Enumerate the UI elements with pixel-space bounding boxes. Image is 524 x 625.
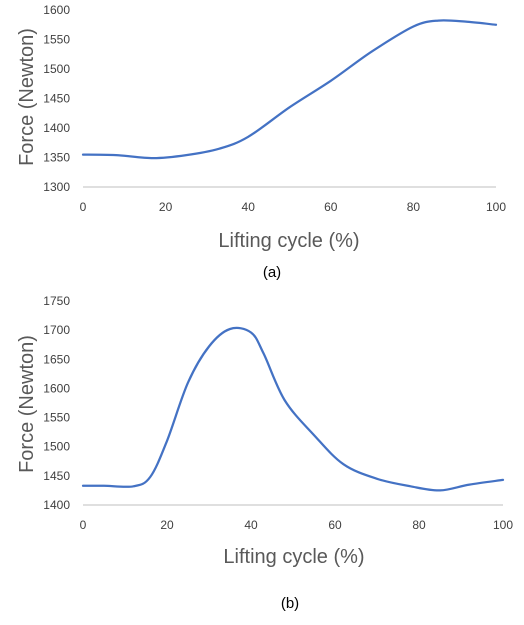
- y-tick-label: 1400: [43, 498, 70, 512]
- x-tick-label: 40: [242, 200, 256, 214]
- y-axis-label: Force (Newton): [16, 28, 38, 166]
- x-tick-label: 80: [407, 200, 421, 214]
- y-tick-labels: 1300 1350 1400 1450 1500 1550 1600: [43, 3, 70, 194]
- y-tick-label: 1600: [43, 381, 70, 395]
- y-tick-label: 1550: [43, 33, 70, 47]
- y-tick-label: 1550: [43, 411, 70, 425]
- y-tick-labels: 1400 1450 1500 1550 1600 1650 1700 1750: [43, 294, 70, 512]
- x-axis-label: Lifting cycle (%): [223, 546, 364, 568]
- x-tick-label: 60: [324, 200, 338, 214]
- y-tick-label: 1600: [43, 3, 70, 17]
- series-line: [81, 326, 505, 492]
- y-axis-label: Force (Newton): [16, 335, 38, 473]
- x-tick-labels: 0 20 40 60 80 100: [80, 518, 514, 532]
- x-tick-label: 40: [244, 518, 258, 532]
- x-tick-label: 100: [493, 518, 513, 532]
- caption-b: (b): [281, 595, 299, 612]
- y-tick-label: 1500: [43, 62, 70, 76]
- x-tick-label: 0: [80, 518, 87, 532]
- x-tick-labels: 0 20 40 60 80 100: [80, 200, 507, 214]
- x-tick-label: 80: [412, 518, 426, 532]
- y-tick-label: 1750: [43, 294, 70, 308]
- y-tick-label: 1300: [43, 180, 70, 194]
- x-axis-label: Lifting cycle (%): [218, 230, 359, 252]
- x-tick-label: 60: [328, 518, 342, 532]
- y-tick-label: 1500: [43, 440, 70, 454]
- y-tick-label: 1450: [43, 92, 70, 106]
- x-tick-label: 100: [486, 200, 506, 214]
- chart-a: 1300 1350 1400 1450 1500 1550 1600 0 20 40 60 80 10…: [16, 3, 506, 281]
- y-tick-label: 1700: [43, 323, 70, 337]
- x-tick-label: 0: [80, 200, 87, 214]
- y-tick-label: 1650: [43, 352, 70, 366]
- y-tick-label: 1350: [43, 151, 70, 165]
- x-tick-label: 20: [159, 200, 173, 214]
- x-tick-label: 20: [160, 518, 174, 532]
- series-line: [81, 19, 498, 160]
- y-tick-label: 1400: [43, 121, 70, 135]
- y-tick-label: 1450: [43, 469, 70, 483]
- caption-a: (a): [263, 264, 281, 281]
- chart-b: 1400 1450 1500 1550 1600 1650 1700 1750 0 20 40 60…: [16, 294, 513, 612]
